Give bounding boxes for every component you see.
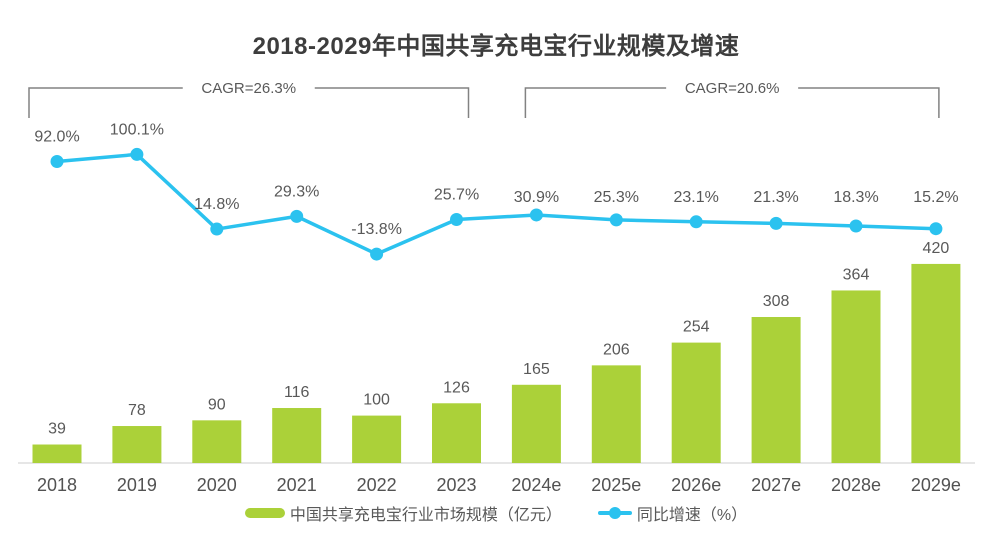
growth-value-label-2026e: 23.1% <box>674 189 719 206</box>
line-series-swatch <box>597 507 632 519</box>
bar-value-label-2018: 39 <box>48 421 66 438</box>
growth-point-2018 <box>50 155 64 168</box>
bar-2029e <box>911 263 961 463</box>
growth-point-2021 <box>290 209 304 223</box>
growth-value-label-2028e: 18.3% <box>833 189 878 206</box>
growth-value-label-2029e: 15.2% <box>913 189 958 206</box>
x-axis-label-2020: 2020 <box>197 475 237 495</box>
growth-value-label-2020: 14.8% <box>194 196 239 213</box>
growth-point-2025e <box>609 213 623 227</box>
growth-value-label-2022: -13.8% <box>351 221 402 238</box>
bar-2020 <box>192 420 242 463</box>
legend-item-market-size: 中国共享充电宝行业市场规模（亿元） <box>244 501 562 525</box>
growth-rate-line <box>55 152 938 256</box>
bar-2025e <box>591 365 641 463</box>
growth-point-2020 <box>210 222 224 236</box>
bar-2022 <box>352 415 402 463</box>
cagr-bracket-1 <box>28 87 470 118</box>
bar-2027e <box>751 317 801 463</box>
bar-value-label-2026e: 254 <box>683 319 710 336</box>
growth-value-label-2019: 100.1% <box>110 121 164 138</box>
growth-value-label-2023: 25.7% <box>434 187 479 204</box>
bar-value-label-2021: 116 <box>284 384 310 401</box>
growth-point-2029e <box>929 222 943 236</box>
x-axis-label-2022: 2022 <box>357 475 397 495</box>
x-axis-label-2026e: 2026e <box>671 475 721 495</box>
x-axis-label-2028e: 2028e <box>831 475 881 495</box>
cagr-label-2: CAGR=20.6% <box>685 80 780 97</box>
bar-2028e <box>831 290 881 463</box>
growth-value-label-2021: 29.3% <box>274 183 319 200</box>
growth-value-label-2018: 92.0% <box>34 129 79 146</box>
growth-point-2023 <box>450 213 463 227</box>
bar-value-label-2028e: 364 <box>843 266 870 283</box>
x-axis-label-2029e: 2029e <box>911 475 961 495</box>
bar-value-label-2025e: 206 <box>603 341 630 358</box>
line-series-dot-icon <box>608 507 621 519</box>
bar-2019 <box>112 426 162 463</box>
x-axis-label-2019: 2019 <box>117 475 157 495</box>
x-axis-label-2023: 2023 <box>436 475 476 495</box>
bar-value-label-2027e: 308 <box>763 293 790 310</box>
bar-2024e <box>511 384 561 463</box>
bar-2023 <box>432 403 481 463</box>
growth-point-2024e <box>529 208 543 222</box>
growth-point-2019 <box>130 147 144 161</box>
x-axis-label-2021: 2021 <box>277 475 317 495</box>
growth-point-2027e <box>769 216 783 230</box>
x-axis-label-2025e: 2025e <box>591 475 641 495</box>
growth-point-2022 <box>370 247 384 261</box>
growth-point-2028e <box>849 219 863 233</box>
bar-value-label-2023: 126 <box>443 379 470 396</box>
bar-series-swatch <box>244 508 285 518</box>
bar-2018 <box>32 444 82 463</box>
bar-2026e <box>671 342 721 463</box>
bar-value-label-2020: 90 <box>208 396 226 413</box>
x-axis-label-2024e: 2024e <box>511 475 561 495</box>
line-series-label: 同比增速（%） <box>636 507 748 524</box>
bar-series-label: 中国共享充电宝行业市场规模（亿元） <box>289 507 562 524</box>
x-axis-label-2027e: 2027e <box>751 475 801 495</box>
legend: 中国共享充电宝行业市场规模（亿元） 同比增速（%） <box>0 501 992 525</box>
legend-item-growth-rate: 同比增速（%） <box>597 501 748 525</box>
bar-value-label-2024e: 165 <box>523 361 550 378</box>
growth-point-2026e <box>689 215 703 229</box>
growth-value-label-2027e: 21.3% <box>753 189 798 206</box>
bar-value-label-2022: 100 <box>363 392 390 409</box>
bar-2021 <box>272 408 322 463</box>
cagr-label-1: CAGR=26.3% <box>201 80 296 97</box>
bar-value-label-2019: 78 <box>128 402 146 419</box>
growth-value-label-2024e: 30.9% <box>514 189 559 206</box>
bar-value-label-2029e: 420 <box>923 240 950 257</box>
cagr-bracket-2 <box>524 87 940 118</box>
x-axis-label-2018: 2018 <box>37 475 77 495</box>
chart-title: 2018-2029年中国共享充电宝行业规模及增速 <box>252 33 740 60</box>
growth-value-label-2025e: 25.3% <box>594 189 639 206</box>
